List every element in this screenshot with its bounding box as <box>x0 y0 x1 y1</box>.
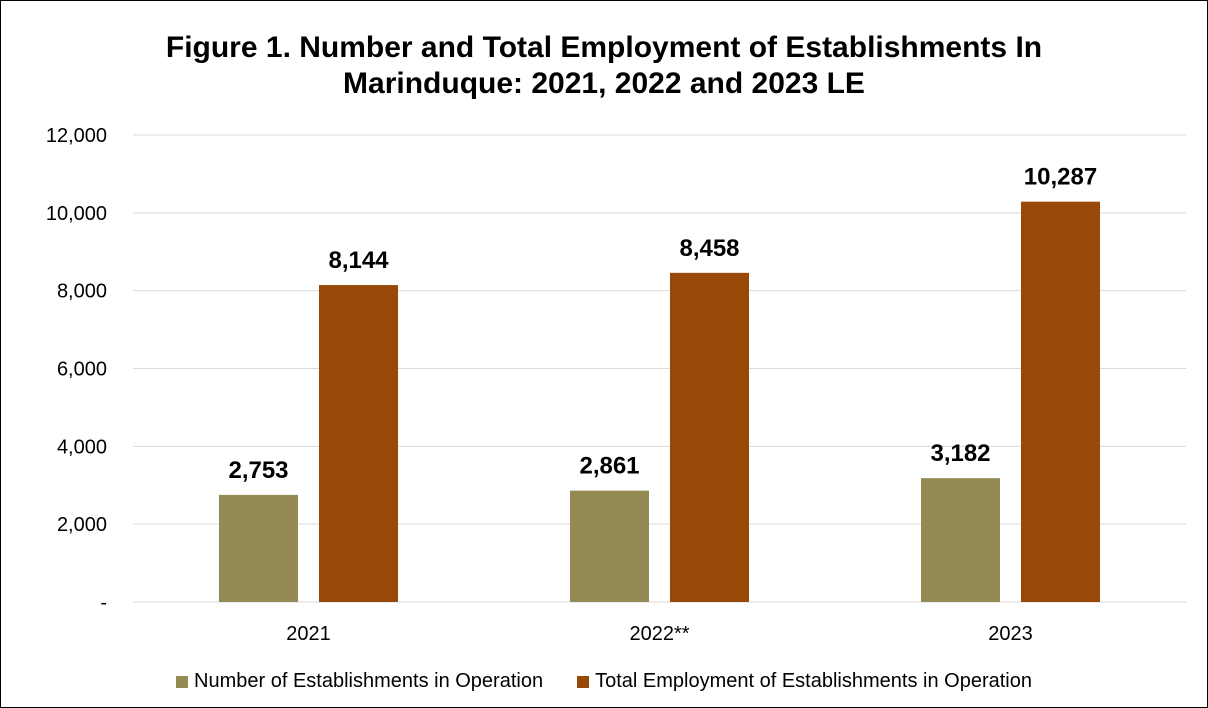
legend-item-establishments: Number of Establishments in Operation <box>176 670 543 693</box>
y-tick-label: 8,000 <box>57 281 107 303</box>
x-tick-label: 2021 <box>286 623 331 645</box>
legend-label-employment: Total Employment of Establishments in Op… <box>595 670 1032 692</box>
bar <box>1021 201 1100 602</box>
bar <box>570 490 649 602</box>
legend-swatch-employment <box>577 675 590 688</box>
chart-title-line-1: Figure 1. Number and Total Employment of… <box>165 31 1043 64</box>
x-tick-label: 2023 <box>988 623 1033 645</box>
data-label: 2,753 <box>228 457 288 484</box>
chart-title: Figure 1. Number and Total Employment of… <box>0 30 1208 102</box>
legend-label-establishments: Number of Establishments in Operation <box>194 670 544 692</box>
data-label: 8,458 <box>679 235 739 262</box>
legend-swatch-establishments <box>176 675 189 688</box>
y-tick-label: 10,000 <box>46 203 107 225</box>
chart-title-line-2: Marinduque: 2021, 2022 and 2023 LE <box>343 67 865 100</box>
data-label: 8,144 <box>328 247 389 274</box>
data-label: 2,861 <box>579 453 639 480</box>
legend: Number of Establishments in Operation To… <box>0 670 1208 693</box>
data-label: 3,182 <box>930 440 990 467</box>
y-tick-label: - <box>100 592 107 614</box>
bar <box>219 494 298 602</box>
legend-item-employment: Total Employment of Establishments in Op… <box>577 670 1032 693</box>
y-tick-label: 2,000 <box>57 514 107 536</box>
bar <box>921 478 1000 602</box>
data-label: 10,287 <box>1024 164 1097 191</box>
y-tick-label: 6,000 <box>57 359 107 381</box>
y-tick-label: 12,000 <box>46 125 107 147</box>
bar <box>319 285 398 602</box>
y-tick-label: 4,000 <box>57 436 107 458</box>
bar <box>670 272 749 602</box>
x-tick-label: 2022** <box>629 623 689 645</box>
